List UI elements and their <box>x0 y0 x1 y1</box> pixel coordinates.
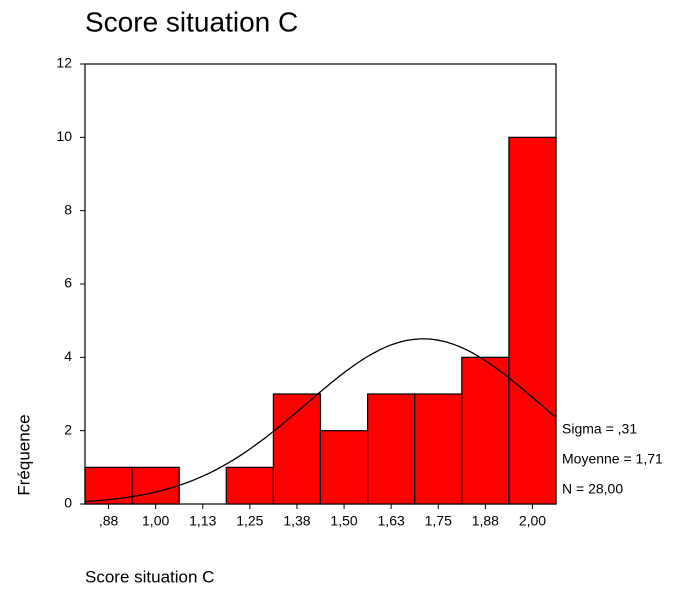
stat-label: Moyenne = 1,71 <box>562 451 663 467</box>
stat-label: Sigma = ,31 <box>562 421 637 437</box>
x-tick-label: 1,13 <box>189 513 216 529</box>
bar <box>319 430 369 505</box>
y-tick-label: 0 <box>64 495 72 511</box>
y-tick-label: 2 <box>64 421 72 437</box>
y-tick-label: 8 <box>64 201 72 217</box>
x-tick-label: 1,63 <box>378 513 405 529</box>
x-axis-label: Score situation C <box>85 567 214 586</box>
bar <box>414 393 463 505</box>
y-tick-label: 6 <box>64 275 72 291</box>
bar <box>84 466 133 505</box>
x-tick-label: 1,38 <box>283 513 310 529</box>
y-tick-label: 10 <box>56 128 72 144</box>
bar <box>461 356 510 505</box>
x-tick-label: 1,88 <box>472 513 499 529</box>
x-tick-label: 1,00 <box>142 513 169 529</box>
bar <box>272 393 322 505</box>
x-tick-label: 1,25 <box>236 513 263 529</box>
y-axis-label: Fréquence <box>14 414 33 495</box>
bar <box>508 136 557 505</box>
bar <box>225 466 275 505</box>
chart-title: Score situation C <box>85 6 298 37</box>
normal-curve <box>84 338 557 503</box>
x-tick-label: 1,75 <box>425 513 452 529</box>
bar <box>367 393 416 505</box>
y-tick-label: 4 <box>64 348 72 364</box>
stat-label: N = 28,00 <box>562 481 623 497</box>
x-tick-label: 1,50 <box>330 513 357 529</box>
x-tick-label: 2,00 <box>519 513 546 529</box>
x-tick-label: ,88 <box>99 513 119 529</box>
y-tick-label: 12 <box>56 55 72 71</box>
bar <box>131 466 180 505</box>
